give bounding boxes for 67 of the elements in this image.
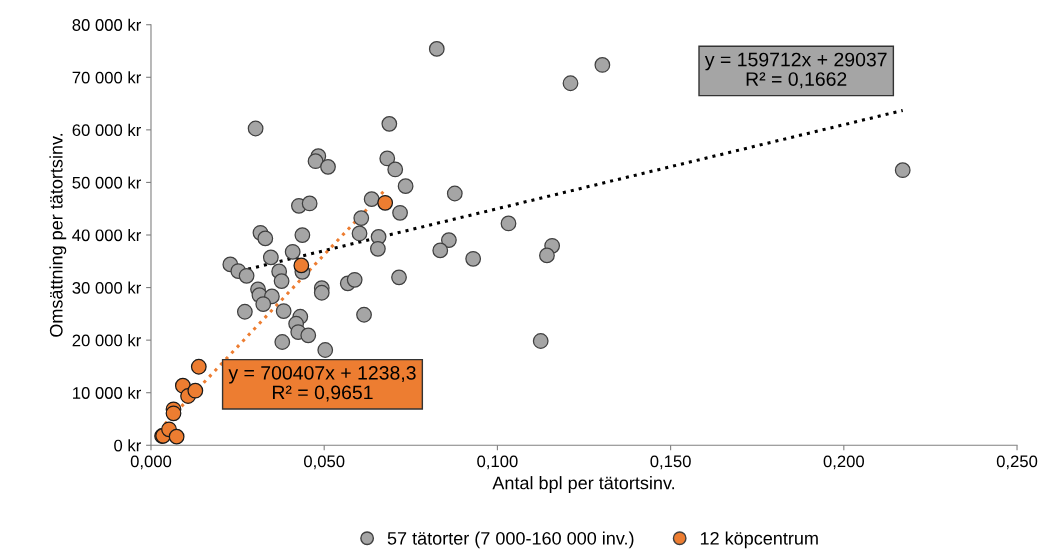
point <box>262 249 279 266</box>
point <box>356 306 372 323</box>
point <box>317 342 334 358</box>
point <box>320 158 336 175</box>
point <box>284 243 301 260</box>
point <box>187 382 204 399</box>
point <box>532 333 549 349</box>
point <box>353 210 370 227</box>
x-tick-label: 0,250 <box>996 455 1038 470</box>
point <box>432 242 449 259</box>
point <box>381 115 398 132</box>
point <box>247 120 264 137</box>
point <box>440 232 457 249</box>
point <box>377 194 394 211</box>
point <box>428 40 445 57</box>
point <box>446 185 463 202</box>
annotation: y = 700407x + 1238,3 R² = 0,9651 <box>228 365 416 402</box>
point <box>465 250 482 267</box>
point <box>275 303 292 319</box>
point <box>363 191 380 208</box>
point <box>500 215 517 232</box>
x-tick-label: 0,100 <box>477 455 518 470</box>
x-tick-label: 0,200 <box>823 455 865 470</box>
point <box>392 204 408 221</box>
y-axis-title: Omsättning per tätortsinv. <box>49 133 67 337</box>
point <box>236 303 253 320</box>
y-tick-label: 0 kr <box>114 439 141 452</box>
point <box>539 247 555 264</box>
point <box>300 327 317 344</box>
x-tick-label: 0,050 <box>304 455 345 470</box>
point <box>293 257 310 274</box>
x-tick-label: 0,150 <box>650 455 691 470</box>
legend-label: 12 köpcentrum <box>700 531 818 549</box>
y-tick-label: 20 000 kr <box>72 334 141 347</box>
point <box>391 269 407 286</box>
y-tick-label: 70 000 kr <box>72 71 141 84</box>
x-tick-label: 0,000 <box>130 455 172 470</box>
point <box>369 240 386 257</box>
point <box>255 296 272 312</box>
x-axis-title: Antal bpl per tätortsinv. <box>492 476 675 493</box>
point <box>379 150 396 167</box>
point <box>168 428 185 445</box>
point <box>165 405 182 422</box>
y-tick-label: 60 000 kr <box>72 123 141 137</box>
y-tick-label: 50 000 kr <box>72 176 141 189</box>
y-tick-label: 40 000 kr <box>72 228 141 242</box>
y-tick-label: 30 000 kr <box>72 281 141 294</box>
annotation: y = 159712x + 29037 R² = 0,1662 <box>704 52 887 89</box>
point <box>313 284 330 301</box>
point <box>294 227 311 244</box>
point <box>894 162 911 179</box>
point <box>397 178 414 195</box>
point <box>562 75 579 92</box>
point <box>274 334 291 350</box>
point <box>387 161 404 178</box>
legend-label: 57 tätorter (7 000-160 000 inv.) <box>387 531 634 549</box>
point <box>257 230 274 247</box>
point <box>594 57 611 73</box>
y-tick-label: 80 000 kr <box>72 18 141 31</box>
point <box>301 195 318 212</box>
point <box>346 271 363 288</box>
point <box>351 225 368 242</box>
point <box>273 273 290 290</box>
point <box>238 267 255 284</box>
point <box>190 358 207 375</box>
point <box>307 153 324 170</box>
y-tick-label: 10 000 kr <box>73 386 141 399</box>
